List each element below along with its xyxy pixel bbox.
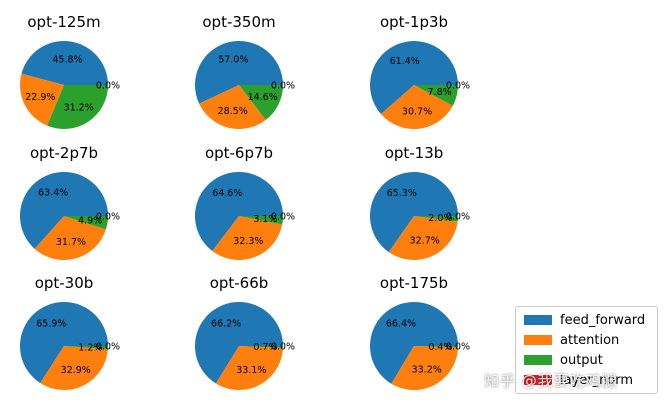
pie-title: opt-13b (385, 144, 444, 162)
pie-opt-175b: opt-175b 66.4% 33.2% 0.4%0.0% (370, 274, 470, 391)
pie-slice-output (414, 85, 458, 106)
pie-title: opt-66b (210, 274, 269, 292)
pie-label-layer_norm: 0.0% (96, 342, 120, 353)
pie-slice-attention (388, 216, 458, 261)
pie-label-feed_forward: 65.9% (36, 318, 66, 329)
pie-label-attention: 32.3% (233, 236, 263, 247)
pie-slice-output (47, 85, 108, 129)
legend-item-output: output (524, 351, 603, 369)
pie-title: opt-125m (27, 13, 100, 31)
pie-title: opt-30b (35, 274, 94, 292)
pie-label-output: 7.8% (428, 87, 452, 98)
pie-label-feed_forward: 64.6% (212, 188, 242, 199)
pie-slice-feed_forward (194, 301, 283, 384)
pie-slice-attention (391, 346, 458, 391)
pie-label-output: 31.2% (64, 102, 94, 113)
pie-slice-feed_forward (195, 172, 283, 251)
pie-slice-feed_forward (370, 172, 458, 253)
legend-item-attention: attention (524, 331, 619, 349)
pie-opt-13b: opt-13b 65.3% 32.7% 2.0%0.0% (370, 144, 470, 261)
pie-opt-30b: opt-30b 65.9% 32.9% 1.2%0.0% (20, 274, 120, 390)
pie-title: opt-350m (202, 13, 275, 31)
pie-label-feed_forward: 66.4% (386, 319, 416, 330)
legend-item-layer-norm: layer_norm (524, 371, 633, 389)
pie-label-feed_forward: 45.8% (52, 54, 82, 65)
pie-slice-feed_forward (20, 301, 109, 383)
legend-label-output: output (560, 352, 603, 368)
pie-label-output: 14.6% (248, 92, 278, 103)
pie-label-attention: 28.5% (218, 106, 248, 117)
pie-label-layer_norm: 0.0% (446, 342, 470, 353)
pie-label-attention: 32.9% (61, 365, 91, 376)
pie-label-layer_norm: 0.0% (446, 81, 470, 92)
pie-slice-feed_forward (195, 41, 283, 104)
pie-label-attention: 30.7% (402, 107, 432, 118)
pie-opt-125m: opt-125m 45.8% 22.9% 31.2%0.0% (20, 13, 120, 129)
legend-item-feed-forward: feed_forward (524, 311, 645, 329)
legend-swatch-output (524, 355, 552, 365)
pie-slice-output (414, 346, 459, 348)
pie-label-layer_norm: 0.0% (96, 212, 120, 223)
legend-label-layer-norm: layer_norm (560, 372, 634, 388)
pie-slice-feed_forward (370, 41, 458, 115)
pie-slice-attention (40, 346, 108, 390)
pie-label-layer_norm: 0.0% (446, 212, 470, 223)
pie-slice-attention (215, 346, 283, 390)
pie-slice-output (414, 216, 458, 222)
pie-title: opt-6p7b (205, 144, 273, 162)
pie-slice-attention (20, 73, 64, 126)
pie-slice-output (239, 346, 284, 348)
watermark-text: 知乎 @我要吃鸡腿 (484, 372, 618, 390)
pie-title: opt-175b (380, 274, 448, 292)
pie-label-feed_forward: 63.4% (38, 187, 68, 198)
pie-title: opt-2p7b (30, 144, 98, 162)
pie-label-output: 2.0% (428, 213, 452, 224)
pie-label-output: 0.7% (253, 342, 277, 353)
pie-label-attention: 32.7% (410, 236, 440, 247)
pie-slice-output (64, 216, 108, 230)
legend-label-feed-forward: feed_forward (560, 312, 646, 328)
pie-label-layer_norm: 0.0% (271, 342, 295, 353)
pie-opt-1p3b: opt-1p3b 61.4% 30.7% 7.8%0.0% (370, 13, 470, 130)
pie-slice-feed_forward (19, 171, 109, 249)
pie-opt-2p7b: opt-2p7b 63.4% 31.7% 4.9%0.0% (19, 144, 120, 260)
legend-swatch-feed-forward (524, 315, 552, 325)
pie-slice-attention (380, 85, 453, 130)
pie-slice-feed_forward (21, 41, 109, 85)
pie-slice-output (239, 85, 283, 120)
pie-slice-attention (34, 216, 106, 260)
pie-label-feed_forward: 57.0% (218, 55, 248, 66)
legend-swatch-layer-norm (524, 375, 552, 385)
pie-label-output: 1.2% (78, 343, 102, 354)
pie-label-layer_norm: 0.0% (96, 81, 120, 92)
pie-label-layer_norm: 0.0% (271, 81, 295, 92)
pie-label-feed_forward: 61.4% (390, 56, 420, 67)
pie-opt-6p7b: opt-6p7b 64.6% 32.3% 3.1%0.0% (195, 144, 295, 261)
pie-label-feed_forward: 66.2% (211, 318, 241, 329)
pie-slice-attention (212, 216, 283, 261)
pie-opt-66b: opt-66b 66.2% 33.1% 0.7%0.0% (194, 274, 295, 390)
pie-label-output: 0.4% (428, 342, 452, 353)
pie-label-output: 4.9% (78, 216, 102, 227)
pie-slice-feed_forward (370, 302, 458, 384)
pie-opt-350m: opt-350m 57.0% 28.5%14.6%0.0% (195, 13, 295, 129)
pie-label-attention: 31.7% (56, 237, 86, 248)
pie-label-feed_forward: 65.3% (387, 188, 417, 199)
pie-label-attention: 22.9% (25, 92, 55, 103)
pie-title: opt-1p3b (380, 13, 448, 31)
pie-slice-attention (199, 85, 266, 129)
pie-label-layer_norm: 0.0% (271, 212, 295, 223)
legend-swatch-attention (524, 335, 552, 345)
pie-label-attention: 33.2% (412, 365, 442, 376)
pie-slice-output (239, 216, 283, 225)
legend-label-attention: attention (560, 332, 620, 348)
pie-label-output: 3.1% (253, 214, 277, 225)
chart-legend: feed_forward attention output layer_norm (515, 306, 658, 394)
pie-slice-output (64, 346, 108, 350)
pie-label-attention: 33.1% (236, 365, 266, 376)
